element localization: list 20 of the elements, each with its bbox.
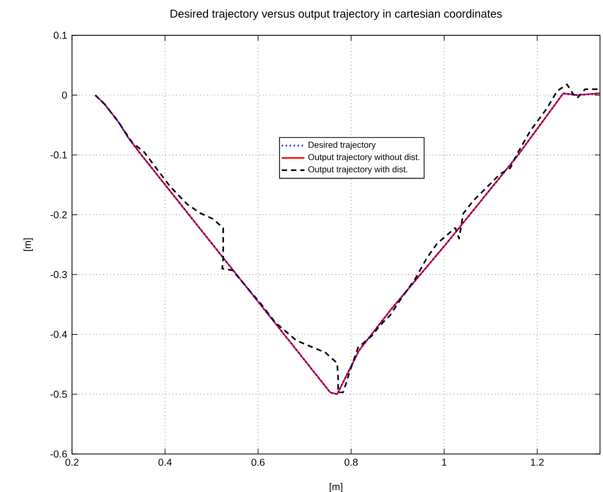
y-tick-label: -0.3 <box>50 271 67 278</box>
x-tick-label: 0.2 <box>65 458 78 466</box>
y-axis-title: [m] <box>24 238 33 251</box>
legend-label: Output trajectory without dist. <box>308 154 420 162</box>
x-tick-label: 0.8 <box>344 458 358 466</box>
x-axis-title: [m] <box>330 482 342 492</box>
x-tick-label: 0.6 <box>252 458 265 466</box>
y-tick-label: -0.5 <box>50 390 67 398</box>
y-tick-label: 0 <box>62 92 67 99</box>
chart-title: Desired trajectory versus output trajectory in cartesian coordinates <box>170 9 502 20</box>
y-tick-label: -0.1 <box>50 151 67 158</box>
x-tick-label: 1 <box>442 458 446 466</box>
legend-label: Desired trajectory <box>308 141 376 150</box>
y-tick-label: 0.1 <box>54 32 67 39</box>
x-tick-label: 1.2 <box>531 458 544 466</box>
x-tick-label: 0.4 <box>158 458 172 466</box>
y-tick-label: -0.2 <box>50 211 67 218</box>
legend-label: Output trajectory with dist. <box>308 166 408 174</box>
y-tick-label: -0.6 <box>50 450 67 458</box>
y-tick-label: -0.4 <box>50 330 68 338</box>
